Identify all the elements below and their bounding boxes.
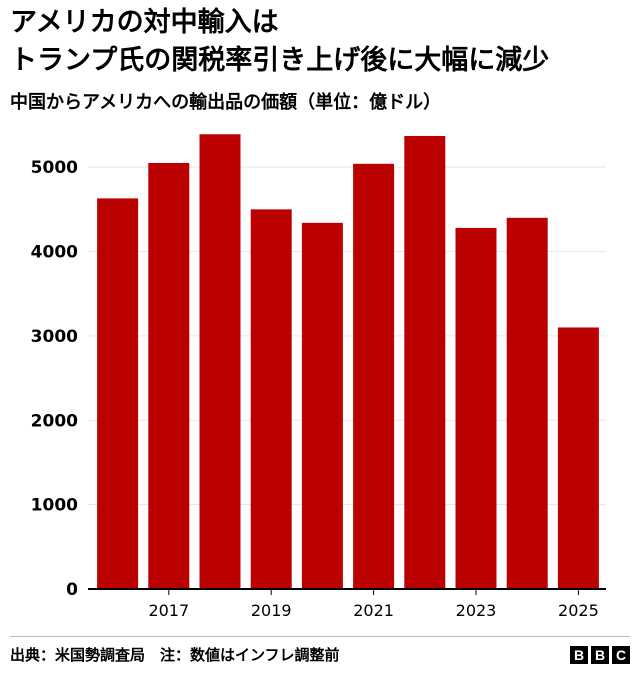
bar-2016 (97, 198, 139, 589)
x-tick-label-2021: 2021 (353, 601, 394, 620)
y-tick-label-3000: 3000 (31, 327, 78, 347)
chart-title: アメリカの対中輸入は トランプ氏の関税率引き上げ後に大幅に減少 (10, 4, 630, 80)
bar-2020 (301, 222, 343, 589)
chart-subtitle: 中国からアメリカへの輸出品の価額（単位：億ドル） (10, 92, 442, 113)
bar-2023 (455, 227, 497, 589)
bbc-logo: B B C (570, 646, 630, 664)
y-tick-label-0: 0 (66, 580, 78, 600)
x-tick-label-2019: 2019 (251, 601, 292, 620)
x-tick-label-2017: 2017 (148, 601, 189, 620)
bar-2021 (353, 163, 395, 589)
bar-2018 (199, 134, 241, 589)
bar-chart: 0 1000 2000 3000 4000 5000 2017 2019 2021 2023 202… (31, 134, 606, 620)
bar-2022 (404, 135, 446, 589)
y-tick-label-2000: 2000 (31, 411, 78, 431)
footer-divider (10, 636, 630, 637)
logo-letter-c: C (612, 646, 630, 664)
y-tick-label-4000: 4000 (31, 243, 78, 263)
title-line-1: アメリカの対中輸入は (10, 7, 279, 38)
x-tick-label-2025: 2025 (558, 601, 599, 620)
y-tick-label-1000: 1000 (31, 496, 78, 516)
bar-2024 (506, 217, 548, 590)
bar-2025 (557, 327, 599, 589)
bar-2017 (148, 162, 190, 590)
source-note: 出典：米国勢調査局 注：数値はインフレ調整前 (10, 646, 340, 664)
y-tick-label-5000: 5000 (31, 158, 78, 178)
logo-letter-b2: B (591, 646, 609, 664)
logo-letter-b1: B (570, 646, 588, 664)
title-line-2: トランプ氏の関税率引き上げ後に大幅に減少 (10, 45, 550, 76)
x-tick-label-2023: 2023 (456, 601, 497, 620)
bar-2019 (250, 209, 292, 589)
